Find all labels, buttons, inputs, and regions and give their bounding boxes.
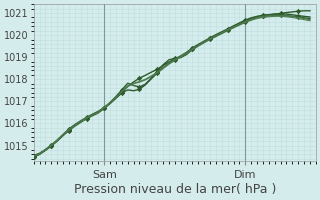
X-axis label: Pression niveau de la mer( hPa ): Pression niveau de la mer( hPa ) [74,183,276,196]
